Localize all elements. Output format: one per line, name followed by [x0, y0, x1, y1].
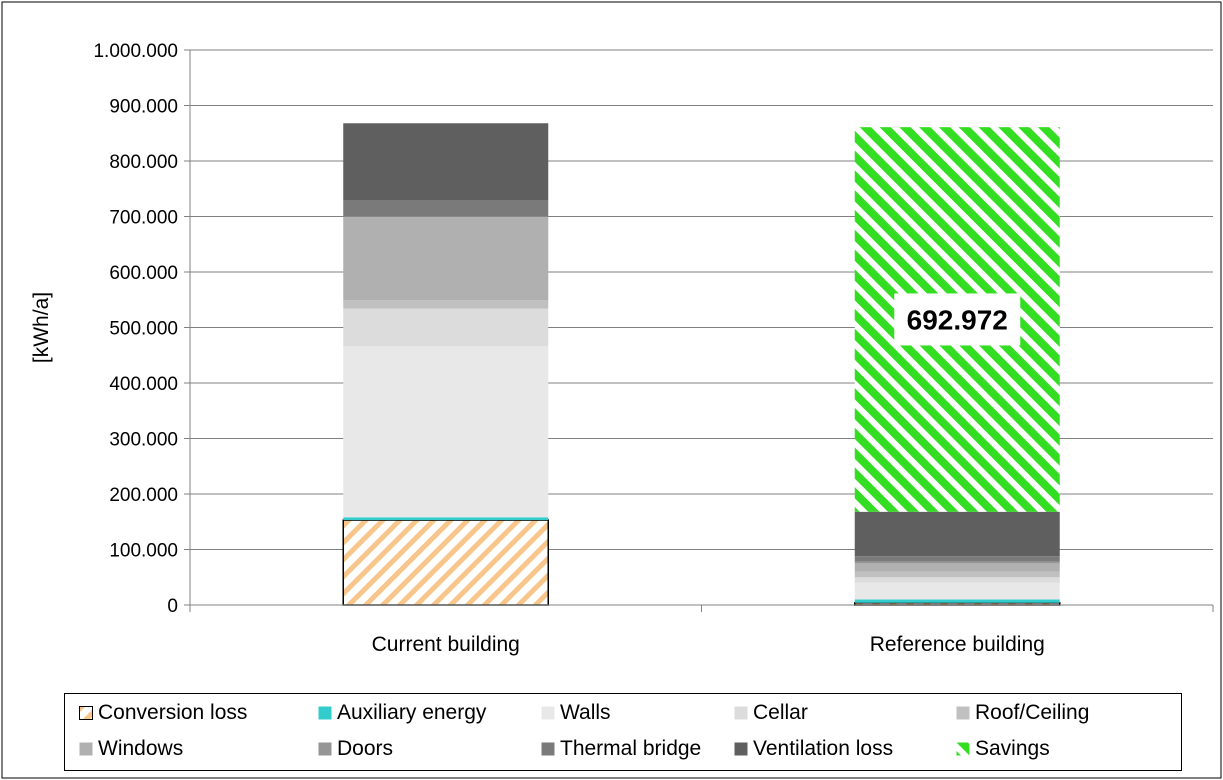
legend-label: Windows: [98, 737, 184, 760]
data-label: 692.972: [907, 304, 1008, 335]
legend-label: Roof/Ceiling: [975, 701, 1090, 724]
legend-item-ventilation-loss: Ventilation loss: [734, 736, 893, 762]
y-tick-label: 0: [167, 596, 178, 617]
bar-segment-auxiliary-energy: [854, 599, 1060, 603]
bar-segment-walls: [854, 582, 1060, 600]
bar-segment-ventilation-loss: [343, 123, 549, 201]
x-category-label: Reference building: [870, 633, 1045, 656]
bar-segment-doors: [854, 561, 1060, 564]
bar-segment-walls: [343, 346, 549, 518]
y-tick-label: 300.000: [109, 430, 178, 451]
y-tick-label: 700.000: [109, 208, 178, 229]
legend-item-conversion-loss: Conversion loss: [79, 700, 247, 726]
bar-segment-roof-ceiling: [854, 571, 1060, 578]
legend-swatch: [734, 742, 748, 756]
y-tick-label: 200.000: [109, 485, 178, 506]
legend-label: Doors: [337, 737, 394, 760]
y-tick-label: 800.000: [109, 152, 178, 173]
y-tick-label: 1.000.000: [93, 41, 178, 62]
axes: [184, 49, 1214, 612]
legend-swatch: [79, 742, 93, 756]
legend-swatch: [956, 742, 970, 756]
legend-swatch: [79, 706, 93, 720]
legend: Conversion loss Auxiliary energy Walls Cell…: [64, 693, 1182, 771]
y-tick-label: 500.000: [109, 319, 178, 340]
legend-item-roof-ceiling: Roof/Ceiling: [956, 700, 1089, 726]
data-label-box: [894, 293, 1021, 346]
bar-segment-ventilation-loss: [854, 511, 1060, 557]
bar-segment-roof-ceiling: [343, 300, 549, 309]
legend-label: Auxiliary energy: [337, 701, 487, 724]
bars: [342, 123, 1061, 606]
legend-item-doors: Doors: [318, 736, 393, 762]
legend-item-thermal-bridge: Thermal bridge: [541, 736, 701, 762]
bar-segment-auxiliary-energy: [343, 517, 549, 521]
bar-segment-windows: [343, 217, 549, 301]
legend-item-cellar: Cellar: [734, 700, 808, 726]
legend-label: Savings: [975, 737, 1050, 760]
bar-segment-cellar: [343, 308, 549, 347]
legend-swatch: [734, 706, 748, 720]
y-tick-label: 100.000: [109, 541, 178, 562]
legend-item-auxiliary-energy: Auxiliary energy: [318, 700, 486, 726]
legend-label: Conversion loss: [98, 701, 248, 724]
legend-item-savings: Savings: [956, 736, 1050, 762]
legend-label: Thermal bridge: [560, 737, 702, 760]
x-category-label: Current building: [372, 633, 520, 656]
legend-swatch: [541, 706, 555, 720]
y-tick-label: 400.000: [109, 374, 178, 395]
legend-item-walls: Walls: [541, 700, 611, 726]
y-tick-label: 900.000: [109, 97, 178, 118]
legend-swatch: [956, 706, 970, 720]
bar-segment-windows: [854, 563, 1060, 572]
legend-swatch: [541, 742, 555, 756]
legend-item-windows: Windows: [79, 736, 183, 762]
bar-segment-conversion-loss: [342, 519, 549, 606]
legend-label: Cellar: [753, 701, 808, 724]
bar-segment-thermal-bridge: [343, 200, 549, 217]
bar-segment-cellar: [854, 577, 1060, 583]
y-tick-label: 600.000: [109, 263, 178, 284]
bar-segment-doors: [343, 216, 549, 218]
bar-segment-thermal-bridge: [854, 556, 1060, 562]
labels: 0 100.000 200.000 300.000 400.000 500.000 600.…: [30, 41, 1045, 656]
y-axis-label: [kWh/a]: [30, 292, 53, 363]
legend-label: Walls: [560, 701, 611, 724]
legend-swatch: [318, 742, 332, 756]
legend-swatch: [318, 706, 332, 720]
legend-label: Ventilation loss: [753, 737, 894, 760]
